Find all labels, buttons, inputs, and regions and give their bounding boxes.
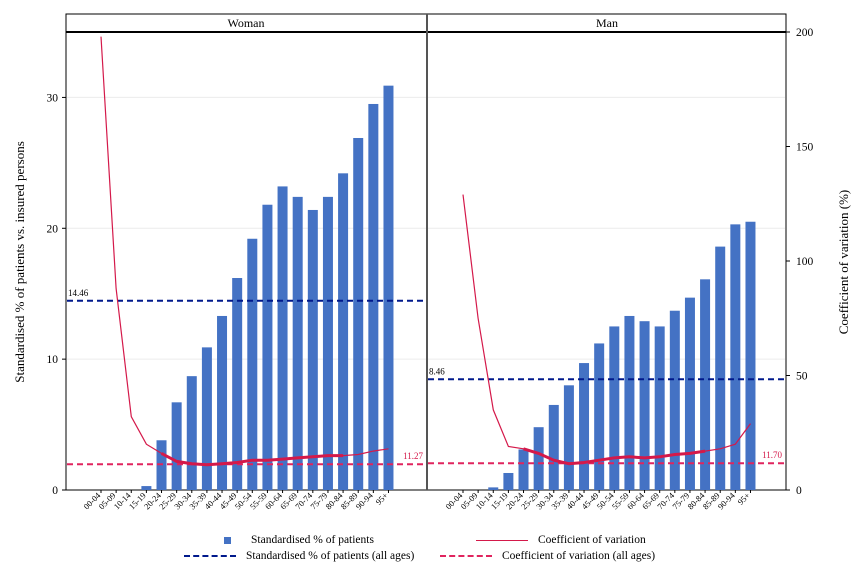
legend-cv-all-label: Coefficient of variation (all ages) <box>502 550 656 562</box>
left-axis-tick-label: 20 <box>47 223 59 235</box>
legend-cv-swatch <box>476 539 528 541</box>
reference-lines: 14.46 11.27 8.46 11.70 <box>67 288 785 466</box>
bar-woman-85-89 <box>353 137 364 490</box>
left-axis-tick-label: 10 <box>47 354 59 366</box>
bar-woman-65-69 <box>292 196 303 490</box>
bar-woman-45-49 <box>232 278 243 490</box>
cv-line-bold-man <box>523 447 706 466</box>
bar-woman-70-74 <box>307 209 318 491</box>
left-axis-title: Standardised % of patients vs. insured p… <box>12 141 27 383</box>
cv-line-bold-woman <box>160 452 344 467</box>
bar-man-20-24 <box>518 449 529 490</box>
right-axis-tick-label: 0 <box>796 485 802 497</box>
legend-bar-all-label: Standardised % of patients (all ages) <box>246 550 415 562</box>
left-axis-tick-label: 0 <box>52 485 58 497</box>
bar-man-55-59 <box>624 315 635 490</box>
bar-woman-50-54 <box>247 238 258 490</box>
right-axis-tick-label: 150 <box>796 142 814 154</box>
bar-woman-35-39 <box>201 347 212 490</box>
bar-man-35-39 <box>563 385 574 490</box>
bar-woman-90-94 <box>368 103 379 490</box>
bar-man-10-14 <box>488 487 499 490</box>
left-axis: 0 10 20 30 <box>47 92 66 497</box>
x-tick-label: 95+ <box>735 490 752 507</box>
x-tick-label: 90-94 <box>354 490 376 512</box>
bar-man-75-79 <box>684 297 695 490</box>
bar-man-45-49 <box>594 343 605 490</box>
bar-woman-95+ <box>383 85 394 490</box>
bar-man-65-69 <box>654 326 665 490</box>
bar-man-85-89 <box>715 246 726 490</box>
right-axis-tick-label: 50 <box>796 371 808 383</box>
bar-woman-60-64 <box>277 186 288 490</box>
bar-man-30-34 <box>548 404 559 490</box>
bar-man-90-94 <box>730 224 741 491</box>
right-axis-tick-label: 200 <box>796 27 814 39</box>
legend-item-cv-all: Coefficient of variation (all ages) <box>440 548 655 564</box>
legend-cv-label: Coefficient of variation <box>538 534 646 546</box>
legend-cv-all-swatch <box>440 555 492 557</box>
legend-bar-all-swatch <box>184 555 236 557</box>
bar-man-50-54 <box>609 326 620 490</box>
bar-man-95+ <box>745 221 756 490</box>
bars <box>141 85 756 491</box>
bar-woman-80-84 <box>338 173 349 490</box>
ref-label-cv-woman: 11.27 <box>403 451 423 461</box>
x-tick-label: 90-94 <box>716 490 738 512</box>
ref-label-patients-woman: 14.46 <box>68 288 89 298</box>
bar-man-40-44 <box>579 363 590 490</box>
panel-title-woman: Woman <box>227 16 264 30</box>
legend-item-bar-all: Standardised % of patients (all ages) <box>184 548 414 564</box>
right-axis-tick-label: 100 <box>796 256 814 268</box>
left-axis-tick-label: 30 <box>47 92 59 104</box>
bar-man-25-29 <box>533 427 544 490</box>
bar-woman-25-29 <box>171 402 182 490</box>
x-tick-label: 95+ <box>373 490 390 507</box>
ref-label-cv-man: 11.70 <box>762 450 782 460</box>
bar-man-70-74 <box>669 310 680 490</box>
legend-bar-label: Standardised % of patients <box>251 534 374 546</box>
right-axis-title: Coefficient of variation (%) <box>836 190 851 335</box>
right-axis: 0 50 100 150 200 <box>786 27 814 497</box>
cv-lines <box>100 36 751 467</box>
bar-woman-55-59 <box>262 204 273 490</box>
legend-item-bar: Standardised % of patients <box>220 532 374 548</box>
bar-woman-15-19 <box>141 486 152 490</box>
legend-bar-swatch <box>224 536 231 544</box>
bar-man-60-64 <box>639 321 650 490</box>
bar-woman-40-44 <box>217 315 228 490</box>
panel-title-man: Man <box>596 16 618 30</box>
bar-woman-75-79 <box>322 196 333 490</box>
x-axis-ticks: 00-0405-0910-1415-1920-2425-2930-3435-39… <box>81 490 752 512</box>
bar-man-80-84 <box>700 279 711 490</box>
gridlines <box>67 96 785 360</box>
bar-man-15-19 <box>503 472 514 490</box>
bar-woman-30-34 <box>186 376 197 490</box>
legend: Standardised % of patients Coefficient o… <box>180 532 740 566</box>
ref-label-patients-man: 8.46 <box>429 366 445 376</box>
legend-item-cv: Coefficient of variation <box>476 532 646 548</box>
